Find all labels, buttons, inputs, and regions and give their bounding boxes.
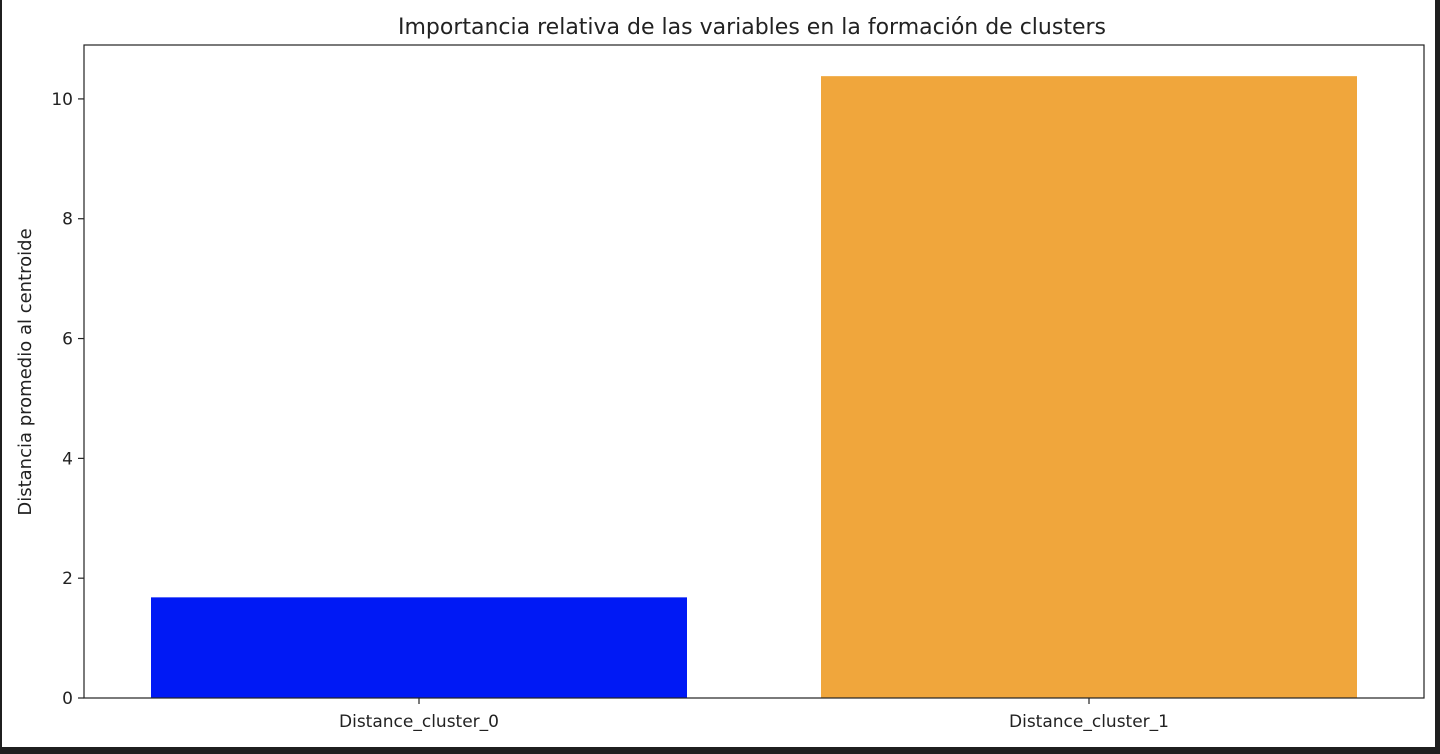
y-tick-label: 2 — [62, 569, 73, 589]
y-axis-label: Distancia promedio al centroide — [15, 228, 36, 515]
bar — [151, 597, 687, 698]
x-tick-label: Distance_cluster_0 — [339, 712, 499, 732]
plot-area: 0 2 4 6 8 10 Distance_cluster_0 Distance_cluste… — [51, 44, 1425, 732]
y-tick-label: 10 — [51, 90, 73, 110]
y-tick-label: 8 — [62, 210, 73, 230]
y-tick-label: 6 — [62, 330, 73, 350]
y-tick-label: 4 — [62, 449, 73, 469]
y-tick-label: 0 — [62, 689, 73, 709]
chart-title: Importancia relativa de las variables en… — [398, 15, 1106, 40]
x-tick-label: Distance_cluster_1 — [1009, 712, 1169, 732]
plot-border — [83, 44, 1425, 699]
bar — [821, 76, 1357, 699]
